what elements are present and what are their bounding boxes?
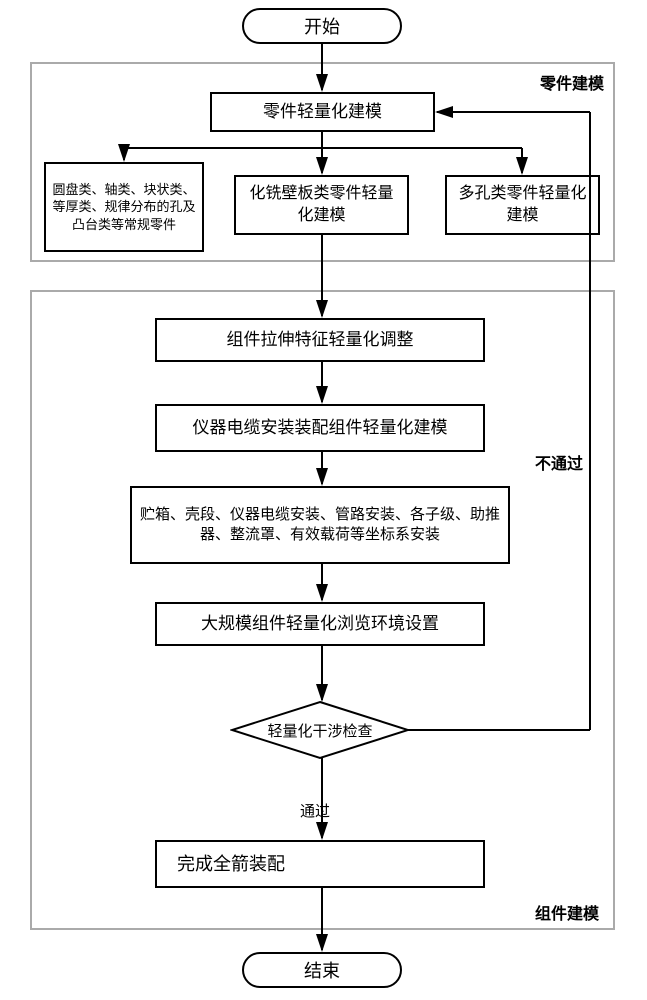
finish-assembly-box: 完成全箭装配 (155, 840, 485, 888)
assembly-coord-box: 贮箱、壳段、仪器电缆安装、管路安装、各子级、助推器、整流罩、有效载荷等坐标系安装 (130, 486, 510, 564)
fail-label: 不通过 (535, 450, 583, 474)
finish-assembly-text: 完成全箭装配 (177, 852, 285, 876)
pass-label: 通过 (300, 800, 330, 821)
assembly-coord-text: 贮箱、壳段、仪器电缆安装、管路安装、各子级、助推器、整流罩、有效载荷等坐标系安装 (138, 505, 502, 546)
parts-group-label: 零件建模 (540, 70, 604, 94)
assembly-stretch-text: 组件拉伸特征轻量化调整 (227, 329, 414, 352)
assembly-group-label: 组件建模 (535, 900, 599, 924)
interference-check-decision: 轻量化干涉检查 (230, 700, 410, 760)
parts-right-text: 多孔类零件轻量化建模 (453, 183, 592, 226)
assembly-env-box: 大规模组件轻量化浏览环境设置 (155, 602, 485, 646)
parts-mid-text: 化铣壁板类零件轻量化建模 (242, 183, 401, 226)
start-label: 开始 (304, 13, 340, 39)
decision-text: 轻量化干涉检查 (267, 720, 372, 741)
parts-left-box: 圆盘类、轴类、块状类、等厚类、规律分布的孔及凸台类等常规零件 (44, 162, 204, 252)
end-label: 结束 (304, 957, 340, 983)
parts-mid-box: 化铣壁板类零件轻量化建模 (234, 175, 409, 235)
parts-root-box: 零件轻量化建模 (210, 92, 435, 132)
assembly-cable-box: 仪器电缆安装装配组件轻量化建模 (155, 404, 485, 452)
assembly-cable-text: 仪器电缆安装装配组件轻量化建模 (193, 417, 448, 440)
parts-right-box: 多孔类零件轻量化建模 (445, 175, 600, 235)
end-terminator: 结束 (242, 952, 402, 988)
parts-left-text: 圆盘类、轴类、块状类、等厚类、规律分布的孔及凸台类等常规零件 (52, 181, 196, 234)
assembly-stretch-box: 组件拉伸特征轻量化调整 (155, 318, 485, 362)
parts-root-text: 零件轻量化建模 (263, 101, 382, 124)
assembly-env-text: 大规模组件轻量化浏览环境设置 (201, 613, 439, 636)
start-terminator: 开始 (242, 8, 402, 44)
